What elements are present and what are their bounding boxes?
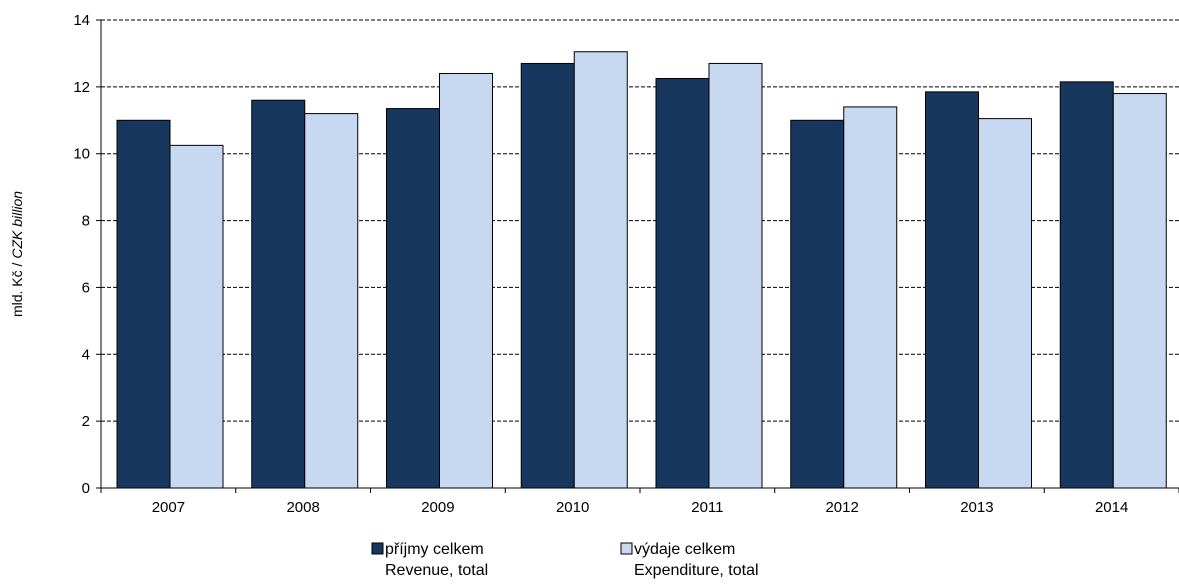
x-tick-label: 2007 — [152, 499, 185, 516]
y-axis-title-italic: CZK billion — [9, 191, 25, 259]
bar-revenue-2010 — [520, 62, 575, 489]
bar-expenditure-2012 — [843, 106, 898, 489]
bar-revenue-2014 — [1059, 81, 1114, 489]
bar-expenditure-2008 — [304, 113, 359, 489]
y-tick-label: 10 — [73, 146, 90, 163]
bar-expenditure-2010 — [573, 51, 628, 489]
bar-expenditure-2013 — [978, 118, 1032, 489]
legend-swatch-expenditure — [620, 542, 633, 555]
bar-revenue-2012 — [790, 119, 845, 489]
bar-revenue-2013 — [925, 91, 979, 489]
x-tick-label: 2008 — [286, 499, 319, 516]
bar-expenditure-2009 — [439, 72, 493, 489]
x-tick-label: 2013 — [960, 499, 993, 516]
y-axis-title: mld. Kč / CZK billion — [9, 191, 25, 317]
bar-revenue-2011 — [655, 78, 710, 489]
legend: příjmy celkem Revenue, total výdaje celk… — [371, 541, 759, 579]
y-tick-label: 2 — [82, 413, 90, 430]
y-tick-label: 4 — [82, 346, 90, 363]
y-tick-label: 0 — [82, 480, 90, 497]
bar-revenue-2009 — [386, 108, 440, 489]
bar-revenue-2008 — [251, 99, 306, 489]
y-tick-label: 14 — [73, 12, 90, 29]
y-tick-label: 8 — [82, 213, 90, 230]
x-tick-label: 2009 — [421, 499, 454, 516]
y-tick-label: 12 — [73, 79, 90, 96]
y-tick-label: 6 — [82, 279, 90, 296]
y-axis-title-plain: mld. Kč / — [9, 259, 25, 317]
x-tick-label: 2010 — [556, 499, 589, 516]
legend-label-revenue: příjmy celkem — [385, 541, 484, 558]
bar-expenditure-2014 — [1112, 93, 1167, 489]
tick-labels: 0 2 4 6 8 10 12 14 2007 2008 2009 2010 2011 2012 2013 2… — [73, 12, 1128, 516]
bar-expenditure-2011 — [708, 62, 763, 489]
x-tick-label: 2011 — [691, 499, 723, 516]
x-tick-label: 2014 — [1095, 499, 1128, 516]
legend-item-revenue: příjmy celkem Revenue, total — [371, 541, 488, 579]
legend-label-revenue-en: Revenue, total — [385, 562, 488, 579]
axes — [96, 19, 1179, 493]
bars — [116, 51, 1167, 489]
legend-label-expenditure: výdaje celkem — [634, 541, 735, 558]
bar-expenditure-2007 — [169, 144, 224, 489]
legend-label-expenditure-en: Expenditure, total — [634, 562, 759, 579]
legend-item-expenditure: výdaje celkem Expenditure, total — [620, 541, 759, 579]
bar-revenue-2007 — [116, 119, 171, 489]
legend-swatch-revenue — [371, 542, 384, 555]
x-tick-label: 2012 — [825, 499, 858, 516]
